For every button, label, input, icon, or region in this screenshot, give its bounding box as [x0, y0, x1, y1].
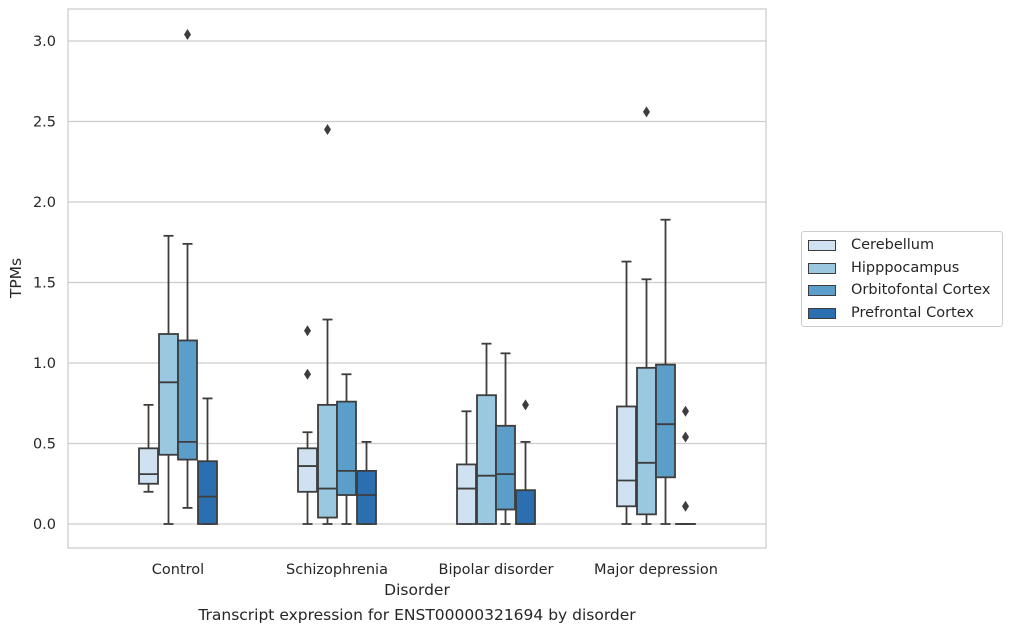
x-tick-label: Bipolar disorder	[439, 562, 554, 578]
outlier-point	[304, 368, 311, 380]
box-prefrontal-cortex	[515, 399, 536, 525]
legend-swatch-prefrontal	[808, 307, 836, 319]
box-iqr	[456, 463, 477, 525]
y-tick-label: 0.0	[33, 517, 56, 533]
x-tick-label: Major depression	[594, 562, 718, 578]
box-iqr	[336, 400, 357, 496]
legend-label: Prefrontal Cortex	[851, 305, 974, 321]
box-prefrontal-cortex	[356, 440, 377, 525]
box-iqr	[158, 333, 179, 456]
outlier-point	[682, 500, 689, 512]
legend-item-orbitofrontal: Orbitofontal Cortex	[808, 281, 990, 299]
box-iqr	[515, 489, 536, 525]
legend-swatch-hippocampus	[808, 262, 836, 274]
box-hipppocampus	[317, 124, 338, 525]
x-tick-label: Control	[152, 562, 204, 578]
box-orbitofontal-cortex	[336, 373, 357, 525]
box-iqr	[495, 424, 516, 511]
box-iqr	[476, 394, 497, 525]
box-cerebellum	[456, 410, 477, 525]
legend-swatch-cerebellum	[808, 239, 836, 251]
legend-swatch-orbitofrontal	[808, 284, 836, 296]
box-iqr	[616, 405, 637, 508]
legend-label: Hipppocampus	[851, 260, 960, 276]
box-cerebellum	[138, 403, 159, 493]
box-iqr	[197, 460, 218, 525]
axis-ticks: 0.0 0.5 1.0 1.5 2.0 2.5 3.0 Control Schizophreni…	[33, 34, 718, 578]
box-cerebellum	[297, 325, 318, 525]
box-iqr	[297, 447, 318, 493]
x-tick-label: Schizophrenia	[286, 562, 388, 578]
box-iqr	[356, 469, 377, 525]
y-axis-label: TPMs	[7, 258, 25, 299]
box-iqr	[317, 403, 338, 519]
x-axis-label: Disorder	[384, 581, 450, 599]
box-iqr	[655, 363, 676, 479]
box-hipppocampus	[636, 106, 657, 525]
y-tick-label: 3.0	[33, 34, 56, 50]
legend-label: Cerebellum	[851, 237, 935, 253]
outlier-point	[682, 405, 689, 417]
outlier-point	[304, 325, 311, 337]
plot-area-frame	[67, 8, 767, 549]
legend-item-hippocampus: Hipppocampus	[808, 259, 959, 277]
box-hipppocampus	[158, 234, 179, 525]
y-tick-label: 0.5	[33, 437, 56, 453]
box-orbitofontal-cortex	[177, 29, 198, 509]
legend-label: Orbitofontal Cortex	[851, 282, 991, 298]
y-tick-label: 2.0	[33, 195, 56, 211]
outlier-point	[324, 124, 331, 136]
box-orbitofontal-cortex	[655, 218, 676, 525]
outlier-point	[682, 431, 689, 443]
box-iqr	[138, 447, 159, 485]
box-orbitofontal-cortex	[495, 352, 516, 525]
legend: Cerebellum Hipppocampus Orbitofontal Cor…	[801, 231, 1003, 327]
legend-item-prefrontal: Prefrontal Cortex	[808, 304, 974, 322]
legend-item-cerebellum: Cerebellum	[808, 236, 934, 254]
box-iqr	[177, 339, 198, 461]
box-cerebellum	[616, 260, 637, 525]
box-plots	[138, 29, 696, 525]
box-prefrontal-cortex	[197, 397, 218, 525]
box-iqr	[636, 366, 657, 516]
y-tick-label: 1.0	[33, 356, 56, 372]
y-tick-label: 1.5	[33, 276, 56, 292]
box-hipppocampus	[476, 342, 497, 525]
box-prefrontal-cortex	[675, 405, 696, 525]
figure-caption: Transcript expression for ENST0000032169…	[198, 606, 636, 624]
y-tick-label: 2.5	[33, 115, 56, 131]
outlier-point	[522, 399, 529, 411]
outlier-point	[643, 106, 650, 118]
outlier-point	[184, 29, 191, 41]
